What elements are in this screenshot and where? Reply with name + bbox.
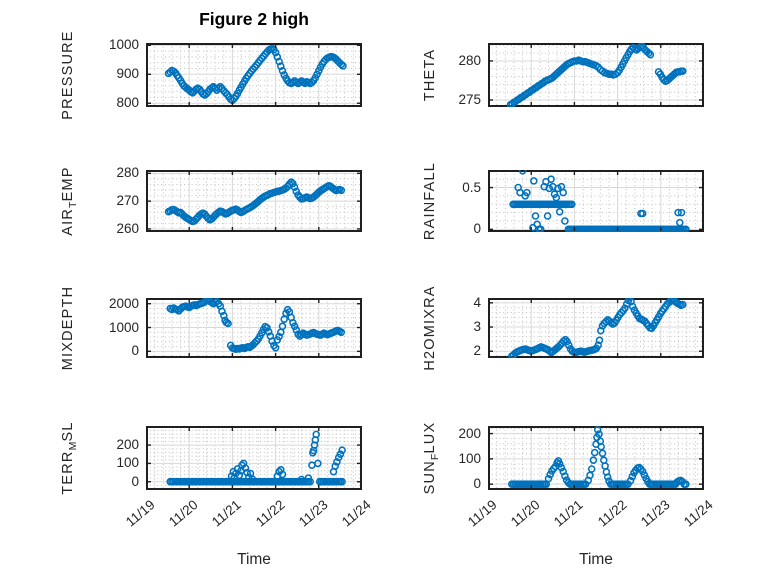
axis-tick-marks (488, 44, 704, 106)
ylabel-subscript: T (67, 201, 79, 208)
subplot-terr_msl (146, 426, 362, 490)
axis-tick-marks (488, 427, 704, 489)
subplot-rainfall (488, 170, 704, 232)
pressure-plot-area (146, 43, 362, 107)
axis-tick-marks (488, 171, 704, 231)
terr_msl-ytick-label: 100 (116, 455, 139, 471)
air_temp-ytick-label: 260 (116, 220, 139, 236)
theta-data-markers (506, 43, 687, 107)
air_temp-ytick-label: 270 (116, 193, 139, 209)
axis-tick-marks (488, 299, 704, 357)
axis-box (146, 43, 362, 107)
terr_msl-y-axis-label: TERRMSL (58, 363, 79, 553)
h2omixra-data-markers (508, 298, 687, 358)
mixdepth-ytick-label: 2000 (108, 295, 139, 311)
ylabel-text: SL (60, 421, 76, 442)
minor-grid (146, 298, 362, 358)
sun_flux-y-axis-label: SUNFLUX (420, 363, 441, 553)
rainfall-ytick-label: 0.5 (462, 179, 481, 195)
ylabel-text: MIXDEPTH (60, 285, 76, 371)
minor-grid (488, 43, 704, 107)
axis-tick-marks (146, 427, 362, 489)
axis-tick-marks (146, 299, 362, 357)
h2omixra-ytick-label: 4 (473, 294, 481, 310)
ylabel-text: THETA (422, 48, 438, 102)
major-grid (146, 43, 362, 107)
mixdepth-ytick-label: 1000 (108, 319, 139, 335)
pressure-ytick-label: 800 (116, 95, 139, 111)
ylabel-text: EMP (60, 166, 76, 202)
h2omixra-plot-area (488, 298, 704, 358)
sun_flux-ytick-label: 100 (458, 450, 481, 466)
ylabel-text: AIR (60, 207, 76, 236)
xtick-label-terr_msl: 11/20 (166, 497, 201, 530)
pressure-ytick-label: 1000 (108, 37, 139, 53)
figure-title: Figure 2 high (199, 9, 309, 29)
terr_msl-ytick-label: 0 (131, 473, 139, 489)
rainfall-ytick-label: 0 (473, 221, 481, 237)
subplot-theta (488, 43, 704, 107)
rainfall-data-markers (509, 170, 690, 232)
axis-box (146, 426, 362, 490)
h2omixra-ytick-label: 2 (473, 343, 481, 359)
mixdepth-data-markers (166, 298, 346, 353)
subplot-sun_flux (488, 426, 704, 490)
subplot-h2omixra (488, 298, 704, 358)
h2omixra-ytick-label: 3 (473, 319, 481, 335)
xtick-label-sun_flux: 11/24 (680, 497, 716, 530)
ylabel-subscript: M (67, 441, 79, 451)
pressure-ytick-label: 900 (116, 66, 139, 82)
xtick-label-sun_flux: 11/23 (637, 497, 673, 530)
ylabel-subscript: F (429, 453, 441, 461)
mixdepth-ytick-label: 0 (131, 343, 139, 359)
air_temp-data-markers (164, 178, 346, 226)
rainfall-plot-area (488, 170, 704, 232)
subplot-air_temp (146, 170, 362, 232)
xtick-label-sun_flux: 11/21 (551, 497, 587, 530)
xtick-label-sun_flux: 11/20 (508, 497, 543, 530)
theta-plot-area (488, 43, 704, 107)
terr_msl-ytick-label: 200 (116, 437, 139, 453)
axis-box (488, 43, 704, 107)
axis-box (488, 298, 704, 358)
ylabel-text: H2OMIXRA (422, 285, 438, 371)
mixdepth-plot-area (146, 298, 362, 358)
x-axis-label-right: Time (579, 551, 613, 568)
ylabel-text: LUX (422, 421, 438, 454)
sun_flux-ytick-label: 0 (473, 476, 481, 492)
ylabel-text: SUN (422, 460, 438, 495)
subplot-pressure (146, 43, 362, 107)
sun_flux-plot-area (488, 426, 704, 490)
minor-grid (146, 43, 362, 107)
air_temp-plot-area (146, 170, 362, 232)
terr_msl-data-markers (166, 430, 346, 486)
xtick-label-terr_msl: 11/19 (122, 497, 158, 530)
theta-ytick-label: 275 (458, 91, 481, 107)
ylabel-text: TERR (60, 450, 76, 495)
axis-tick-marks (146, 44, 362, 106)
axis-tick-marks (146, 171, 362, 231)
xtick-label-sun_flux: 11/22 (594, 497, 630, 530)
sun_flux-ytick-label: 200 (458, 425, 481, 441)
sun_flux-data-markers (508, 426, 690, 488)
pressure-data-markers (164, 44, 347, 105)
xtick-label-terr_msl: 11/23 (295, 497, 331, 530)
xtick-label-sun_flux: 11/19 (464, 497, 500, 530)
xtick-label-terr_msl: 11/21 (209, 497, 245, 530)
x-axis-label-left: Time (237, 551, 271, 568)
subplot-mixdepth (146, 298, 362, 358)
ylabel-text: RAINFALL (422, 161, 438, 241)
terr_msl-plot-area (146, 426, 362, 490)
air_temp-ytick-label: 280 (116, 165, 139, 181)
xtick-label-terr_msl: 11/22 (252, 497, 288, 530)
theta-ytick-label: 280 (458, 52, 481, 68)
xtick-label-terr_msl: 11/24 (338, 497, 374, 530)
